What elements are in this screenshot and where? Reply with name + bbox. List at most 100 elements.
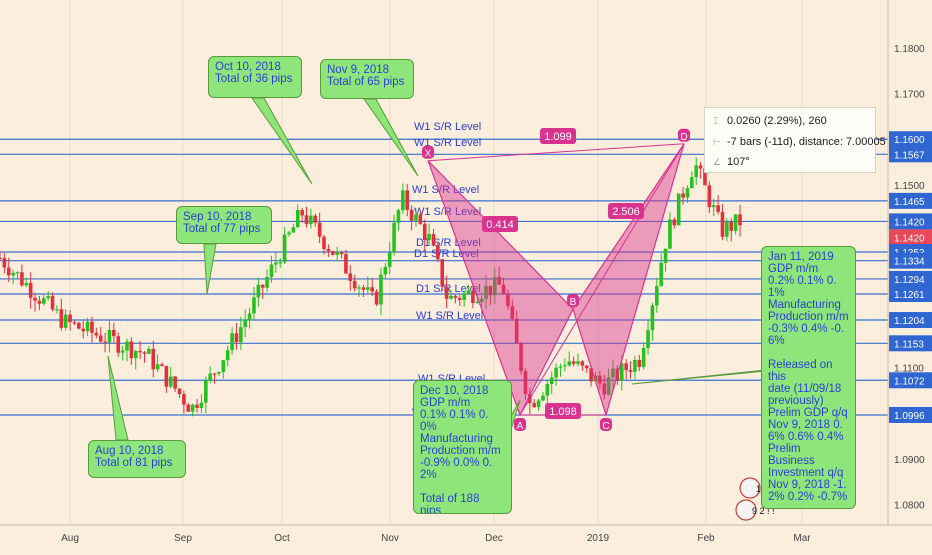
pattern-point-badge (422, 145, 434, 159)
candle-body (33, 297, 37, 301)
month-tick-label: Sep (174, 533, 192, 544)
candle-body (107, 329, 112, 343)
candle-body (444, 286, 449, 299)
candle-body (98, 335, 103, 342)
candle-body (225, 350, 230, 361)
month-tick-label: 2019 (587, 533, 610, 544)
candle-body (85, 321, 90, 332)
candle-body (357, 287, 361, 289)
price-tick-label: 1.1334 (894, 257, 925, 268)
price-tag-box (889, 252, 932, 269)
price-tick-label: 1.1500 (894, 181, 925, 192)
candle-body (637, 359, 642, 367)
measure-angle: 107° (727, 156, 750, 168)
candle-body (133, 350, 138, 359)
candle-body (230, 333, 234, 351)
candle-body (672, 219, 677, 226)
candle-body (68, 314, 72, 323)
pattern-ratio-badge (482, 216, 518, 232)
candle-body (510, 306, 515, 319)
price-tag-box (889, 406, 932, 423)
price-tag-box (889, 286, 932, 302)
callout-sep: Sep 10, 2018 Total of 77 pips (176, 206, 272, 244)
candle-body (479, 298, 484, 302)
candle-body (125, 341, 129, 351)
candle-body (475, 301, 480, 304)
price-tag-box (889, 270, 932, 287)
candle-body (322, 236, 326, 249)
candle-body (77, 322, 81, 329)
candle-body (208, 373, 212, 381)
candle-body (199, 402, 204, 408)
candle-body (313, 215, 318, 223)
price-tick-label: 1.1567 (894, 150, 925, 161)
price-tick-label: 1.1420 (894, 217, 925, 228)
candle-body (37, 300, 42, 304)
candle-body (414, 214, 418, 221)
candle-body (129, 341, 134, 359)
harmonic-pattern: X A B C D 1.099 0.414 1.098 2.506 (422, 128, 690, 432)
candle-body (589, 368, 593, 382)
candle-body (348, 273, 353, 281)
pattern-line-ad (519, 143, 685, 416)
candle-body (317, 222, 322, 237)
candle-body (681, 193, 685, 198)
candle-body (81, 328, 85, 332)
measure-bars: -7 bars (-11d), distance: 7.00005 (727, 136, 886, 148)
pattern-point-badge (567, 294, 579, 308)
candle-body (72, 322, 77, 324)
pattern-point-badge (678, 128, 690, 142)
pattern-ratio-badge (540, 128, 576, 144)
candle-body (256, 284, 261, 298)
callout-pointer (363, 98, 419, 177)
candle-body (633, 359, 637, 372)
candle-body (392, 222, 396, 253)
event-flag-icon (739, 477, 761, 499)
candle-body (405, 190, 410, 210)
candle-body (641, 348, 646, 367)
price-tick-label: 1.0996 (894, 411, 925, 422)
price-tag-box (889, 192, 932, 209)
candle-body (449, 295, 453, 299)
candle-body (725, 221, 729, 237)
price-tick-label: 1.1465 (894, 197, 925, 208)
candle-body (602, 383, 607, 395)
pattern-point-badge (514, 417, 526, 431)
price-tick-label: 1.1261 (894, 290, 925, 301)
candle-body (576, 361, 580, 364)
price-tag-box (889, 372, 932, 389)
candle-body (523, 371, 528, 394)
candle-body (554, 367, 558, 378)
candle-body (606, 377, 611, 395)
candle-body (260, 284, 265, 288)
pattern-line-xd (427, 143, 685, 162)
candle-body (59, 309, 64, 328)
callout-aug: Aug 10, 2018 Total of 81 pips (88, 440, 186, 478)
candle-body (50, 296, 55, 310)
callout-dec: Dec 10, 2018 GDP m/m 0.1% 0.1% 0. 0% Man… (413, 380, 512, 514)
candle-body (733, 214, 738, 231)
price-tag-box (889, 213, 932, 230)
pattern-triangle-bcd (572, 143, 685, 418)
candle-body (164, 366, 169, 387)
month-tick-label: Nov (381, 533, 399, 544)
candle-body (28, 282, 33, 298)
candle-body (567, 361, 572, 366)
month-tick-label: Oct (274, 533, 290, 544)
candle-body (497, 277, 501, 285)
candle-body (676, 193, 681, 226)
pattern-point-label: C (602, 421, 609, 432)
price-axis: 1.1800 1.1700 1.1600 1.1567 1.1500 1.1465 1.14… (887, 0, 932, 550)
candle-body (155, 364, 160, 370)
candle-body (488, 285, 493, 296)
candle-body (396, 210, 401, 223)
pattern-ratio-label: 0.414 (486, 219, 514, 231)
candle-body (519, 343, 523, 372)
candle-body (453, 295, 458, 298)
candle-body (252, 297, 256, 314)
candle-body (431, 234, 436, 246)
candle-body (160, 364, 164, 367)
candles (0, 157, 742, 417)
candle-body (151, 348, 156, 370)
pattern-triangle-xab (427, 160, 574, 417)
